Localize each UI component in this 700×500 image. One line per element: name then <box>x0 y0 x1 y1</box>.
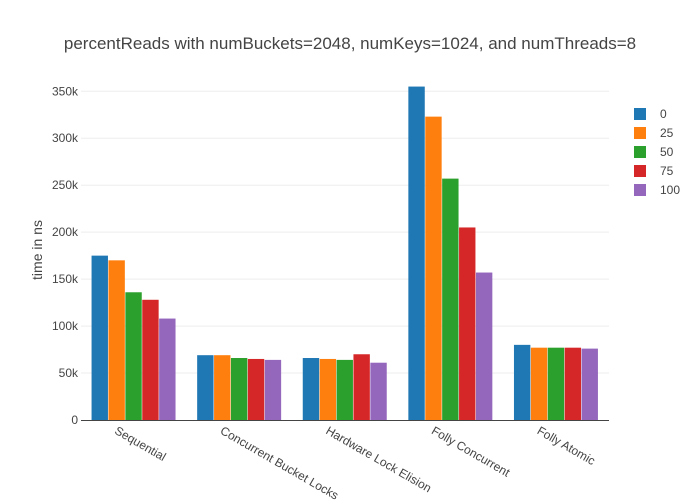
bar-0-4[interactable] <box>513 344 531 420</box>
y-tick-label: 350k <box>52 84 79 98</box>
legend-label: 25 <box>660 126 674 140</box>
x-tick-label: Sequential <box>112 423 168 463</box>
bar-0-1[interactable] <box>197 355 214 420</box>
legend-item-100[interactable]: 100 <box>634 183 680 197</box>
bar-25-2[interactable] <box>319 358 337 420</box>
chart-title: percentReads with numBuckets=2048, numKe… <box>63 34 637 53</box>
y-tick-label: 250k <box>52 178 79 192</box>
bar-0-2[interactable] <box>302 358 320 420</box>
y-tick-label: 150k <box>52 272 79 286</box>
x-tick-label: Concurrent Bucket Locks <box>218 423 341 500</box>
legend-label: 0 <box>660 107 667 121</box>
y-tick-label: 300k <box>52 131 79 145</box>
legend-label: 75 <box>660 164 674 178</box>
y-tick-label: 50k <box>59 366 79 380</box>
bar-50-4[interactable] <box>547 347 565 420</box>
legend-item-50[interactable]: 50 <box>634 145 674 159</box>
bar-75-1[interactable] <box>247 358 265 420</box>
bar-50-2[interactable] <box>336 359 353 420</box>
x-tick-label: Folly Atomic <box>535 423 598 467</box>
bar-50-1[interactable] <box>230 358 248 420</box>
bar-100-4[interactable] <box>581 348 598 420</box>
x-tick-label: Hardware Lock Elision <box>324 423 434 495</box>
bar-25-0[interactable] <box>108 260 125 420</box>
y-axis-title: time in ns <box>29 220 45 280</box>
bar-50-3[interactable] <box>442 178 459 420</box>
bar-50-0[interactable] <box>125 292 142 420</box>
legend-swatch <box>634 127 646 139</box>
bar-0-3[interactable] <box>408 86 425 420</box>
legend-label: 50 <box>660 145 674 159</box>
y-tick-label: 0 <box>71 413 78 427</box>
legend-swatch <box>634 184 646 196</box>
legend-item-75[interactable]: 75 <box>634 164 674 178</box>
bar-25-3[interactable] <box>425 116 442 421</box>
bar-100-3[interactable] <box>475 272 493 420</box>
x-tick-label: Folly Concurrent <box>429 423 513 479</box>
bar-75-0[interactable] <box>142 299 159 420</box>
legend-item-0[interactable]: 0 <box>634 107 667 121</box>
legend-swatch <box>634 146 646 158</box>
legend-item-25[interactable]: 25 <box>634 126 674 140</box>
bar-75-4[interactable] <box>564 347 582 420</box>
bar-25-4[interactable] <box>530 347 548 420</box>
bar-100-0[interactable] <box>159 318 176 420</box>
bars <box>91 86 598 421</box>
y-tick-label: 100k <box>52 319 79 333</box>
bar-100-1[interactable] <box>264 359 282 420</box>
y-tick-label: 200k <box>52 225 79 239</box>
bar-100-2[interactable] <box>370 362 387 420</box>
legend-label: 100 <box>660 183 680 197</box>
bar-0-0[interactable] <box>91 255 108 420</box>
legend: 0 25 50 75 100 <box>634 107 680 197</box>
bar-25-1[interactable] <box>214 355 231 420</box>
bar-75-3[interactable] <box>459 227 476 420</box>
bar-75-2[interactable] <box>353 354 370 420</box>
legend-swatch <box>634 108 646 120</box>
legend-swatch <box>634 165 646 177</box>
